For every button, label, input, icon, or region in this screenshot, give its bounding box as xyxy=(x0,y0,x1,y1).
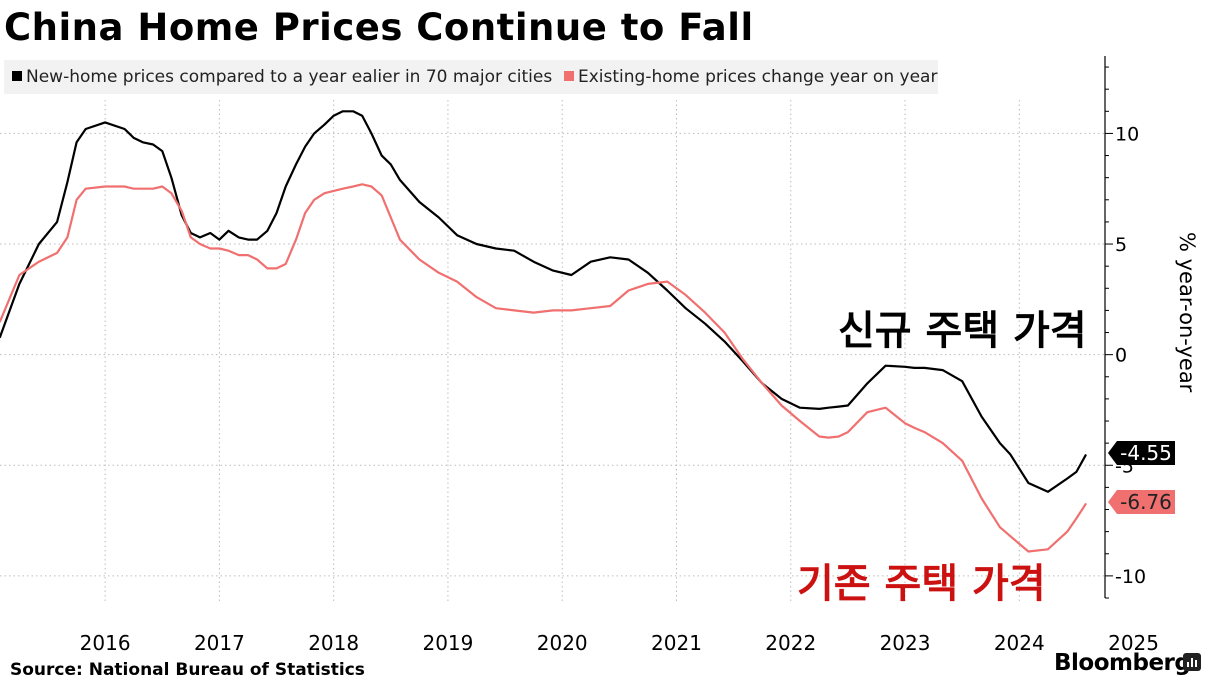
last-value-tag-shape xyxy=(1108,490,1175,514)
x-tick-label: 2022 xyxy=(765,631,816,655)
grid-layer xyxy=(0,100,1105,604)
x-tick-label: 2021 xyxy=(651,631,702,655)
annotation-new-home-kr: 신규 주택 가격 xyxy=(838,308,1087,354)
y-tick-label: 0 xyxy=(1115,345,1127,367)
legend: New-home prices compared to a year ealie… xyxy=(4,60,938,94)
legend-swatch-red xyxy=(564,71,574,81)
series-line-new-home xyxy=(0,110,1087,493)
x-tick-label: 2025 xyxy=(1108,631,1159,655)
x-tick-label: 2020 xyxy=(537,631,588,655)
y-tick-label: 5 xyxy=(1115,234,1127,256)
x-tick-label: 2017 xyxy=(194,631,245,655)
series-layer xyxy=(0,110,1087,553)
legend-label-existing-home: Existing-home prices change year on year xyxy=(578,67,938,87)
last-value-tag-shape xyxy=(1108,441,1175,465)
label-layer: -4.55 -6.76 xyxy=(1108,441,1175,514)
bloomberg-terminal-icon xyxy=(1183,653,1201,671)
last-value-tag-label: -4.55 xyxy=(1120,441,1172,465)
last-value-tag-label: -6.76 xyxy=(1120,490,1172,514)
last-value-tag-existing-home: -6.76 xyxy=(1108,490,1175,514)
y-tick-label: 10 xyxy=(1115,123,1139,145)
y-tick-label: -10 xyxy=(1115,566,1146,588)
source-note: Source: National Bureau of Statistics xyxy=(10,660,365,680)
legend-item-existing-home: Existing-home prices change year on year xyxy=(564,67,937,87)
legend-label-new-home: New-home prices compared to a year ealie… xyxy=(26,67,553,87)
annotation-existing-home-kr: 기존 주택 가격 xyxy=(797,561,1046,607)
x-tick-label: 2024 xyxy=(994,631,1045,655)
series-line-existing-home xyxy=(0,183,1087,553)
x-tick-label: 2023 xyxy=(880,631,931,655)
x-tick-label: 2018 xyxy=(308,631,359,655)
legend-swatch-black xyxy=(12,71,22,81)
chart-title: China Home Prices Continue to Fall xyxy=(4,6,754,49)
legend-item-new-home: New-home prices compared to a year ealie… xyxy=(12,67,552,87)
x-tick-label: 2019 xyxy=(422,631,473,655)
y-axis-label: % year-on-year xyxy=(1175,232,1199,393)
bloomberg-logo: Bloomberg xyxy=(1054,650,1191,676)
x-tick-label: 2016 xyxy=(80,631,131,655)
last-value-tag-new-home: -4.55 xyxy=(1108,441,1175,465)
